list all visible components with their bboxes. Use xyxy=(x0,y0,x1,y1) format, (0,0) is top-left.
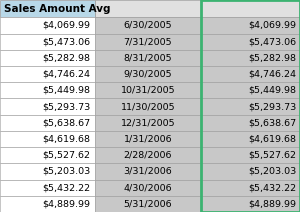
Bar xyxy=(94,163,201,180)
Bar xyxy=(94,50,201,66)
Bar xyxy=(94,131,201,147)
Text: $4,069.99: $4,069.99 xyxy=(43,21,91,30)
Text: $5,449.98: $5,449.98 xyxy=(43,86,91,95)
Text: $4,069.99: $4,069.99 xyxy=(248,21,296,30)
Bar xyxy=(201,66,300,82)
Bar xyxy=(201,115,300,131)
Bar xyxy=(94,0,201,17)
Bar xyxy=(0,131,94,147)
Text: $5,449.98: $5,449.98 xyxy=(248,86,296,95)
Text: Sales Amount Avg: Sales Amount Avg xyxy=(4,4,110,14)
Bar xyxy=(94,98,201,115)
Bar xyxy=(0,147,94,163)
Bar xyxy=(201,0,300,212)
Text: 7/31/2005: 7/31/2005 xyxy=(123,37,172,46)
Text: $5,432.22: $5,432.22 xyxy=(248,183,296,192)
Text: $5,282.98: $5,282.98 xyxy=(43,53,91,62)
Text: $4,746.24: $4,746.24 xyxy=(248,70,296,79)
Text: 9/30/2005: 9/30/2005 xyxy=(123,70,172,79)
Bar xyxy=(94,33,201,50)
Text: $5,473.06: $5,473.06 xyxy=(43,37,91,46)
Text: $5,293.73: $5,293.73 xyxy=(248,102,296,111)
Text: 3/31/2006: 3/31/2006 xyxy=(123,167,172,176)
Text: $5,473.06: $5,473.06 xyxy=(248,37,296,46)
Text: $5,638.67: $5,638.67 xyxy=(43,118,91,127)
Bar xyxy=(0,17,94,34)
Bar xyxy=(94,115,201,131)
Text: $5,527.62: $5,527.62 xyxy=(43,151,91,160)
Bar xyxy=(201,163,300,180)
Text: $4,619.68: $4,619.68 xyxy=(248,135,296,144)
Text: $4,889.99: $4,889.99 xyxy=(248,199,296,208)
Bar xyxy=(94,147,201,163)
Bar xyxy=(94,82,201,98)
Bar xyxy=(0,115,94,131)
Bar xyxy=(0,0,94,17)
Text: $5,527.62: $5,527.62 xyxy=(248,151,296,160)
Text: $4,889.99: $4,889.99 xyxy=(43,199,91,208)
Text: $4,619.68: $4,619.68 xyxy=(43,135,91,144)
Bar xyxy=(201,98,300,115)
Bar xyxy=(201,50,300,66)
Bar xyxy=(0,98,94,115)
Text: $4,746.24: $4,746.24 xyxy=(43,70,91,79)
Bar xyxy=(201,147,300,163)
Bar xyxy=(201,17,300,34)
Text: $5,203.03: $5,203.03 xyxy=(43,167,91,176)
Text: 11/30/2005: 11/30/2005 xyxy=(120,102,175,111)
Text: 12/31/2005: 12/31/2005 xyxy=(120,118,175,127)
Text: 2/28/2006: 2/28/2006 xyxy=(124,151,172,160)
Bar xyxy=(0,33,94,50)
Bar xyxy=(201,196,300,212)
Text: 1/31/2006: 1/31/2006 xyxy=(123,135,172,144)
Bar xyxy=(0,50,94,66)
Text: $5,282.98: $5,282.98 xyxy=(248,53,296,62)
Bar xyxy=(201,180,300,196)
Bar xyxy=(0,163,94,180)
Text: $5,203.03: $5,203.03 xyxy=(248,167,296,176)
Bar xyxy=(201,33,300,50)
Text: $5,638.67: $5,638.67 xyxy=(248,118,296,127)
Bar xyxy=(0,180,94,196)
Text: $5,432.22: $5,432.22 xyxy=(43,183,91,192)
Text: 8/31/2005: 8/31/2005 xyxy=(123,53,172,62)
Bar xyxy=(94,17,201,34)
Bar xyxy=(201,131,300,147)
Bar xyxy=(201,82,300,98)
Bar xyxy=(0,82,94,98)
Text: $5,293.73: $5,293.73 xyxy=(43,102,91,111)
Text: 6/30/2005: 6/30/2005 xyxy=(123,21,172,30)
Bar xyxy=(94,180,201,196)
Bar xyxy=(94,66,201,82)
Bar xyxy=(0,66,94,82)
Text: 5/31/2006: 5/31/2006 xyxy=(123,199,172,208)
Bar xyxy=(94,196,201,212)
Bar xyxy=(0,196,94,212)
Bar xyxy=(201,0,300,17)
Text: 4/30/2006: 4/30/2006 xyxy=(123,183,172,192)
Text: 10/31/2005: 10/31/2005 xyxy=(120,86,175,95)
